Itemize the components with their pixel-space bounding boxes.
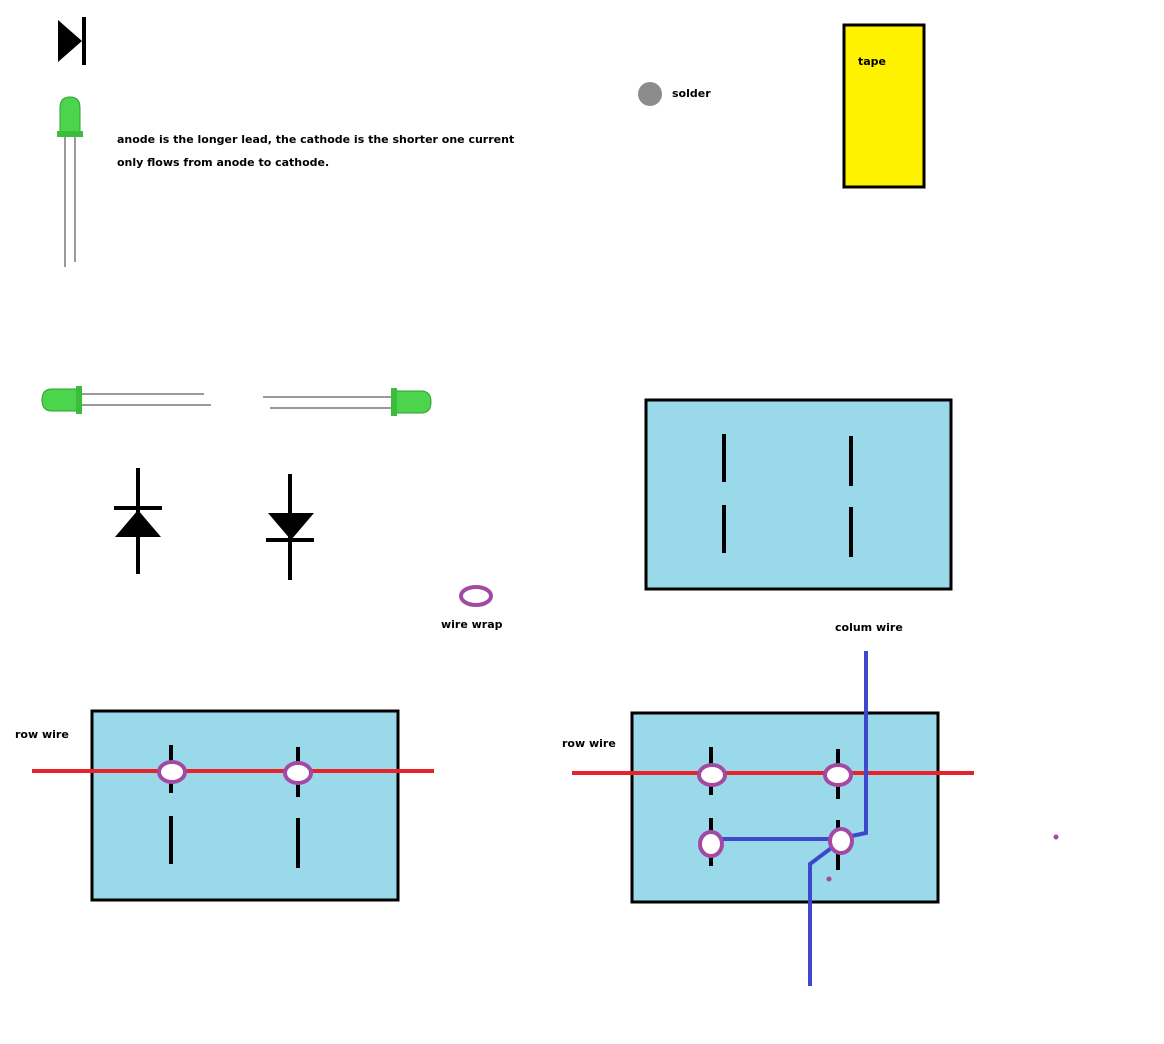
diode-symbol-icon — [58, 17, 86, 65]
board-bare — [644, 398, 953, 591]
stray-dot — [826, 876, 832, 882]
led-horizontal-right-icon — [263, 388, 432, 416]
board-row-wired — [32, 709, 434, 902]
wire-wrap-joint — [157, 760, 187, 784]
wire-wrap-joint — [698, 830, 724, 858]
solder-label: solder — [672, 87, 711, 100]
led-vertical-icon — [57, 96, 83, 267]
wire-wrap-joint — [283, 761, 313, 785]
led-horizontal-left-icon — [41, 386, 211, 414]
board-row-column-wired — [572, 651, 974, 986]
wire-wrap-label: wire wrap — [441, 618, 503, 631]
tape-label: tape — [858, 55, 887, 68]
column-wire-label: colum wire — [835, 621, 903, 634]
led-note-text: anode is the longer lead, the cathode is… — [117, 133, 515, 169]
wire-wrap-icon — [459, 585, 493, 607]
wire-wrap-joint — [828, 827, 854, 855]
solder-icon — [638, 82, 662, 106]
tape-rectangle — [842, 23, 926, 189]
row-wire-label-left: row wire — [15, 728, 69, 741]
row-wire-label-right: row wire — [562, 737, 616, 750]
stray-dot — [1053, 834, 1059, 840]
wire-wrap-joint — [697, 763, 727, 787]
diode-symbol-up-icon — [114, 468, 162, 574]
diode-symbol-down-icon — [266, 474, 314, 580]
wire-wrap-joint — [823, 763, 853, 787]
